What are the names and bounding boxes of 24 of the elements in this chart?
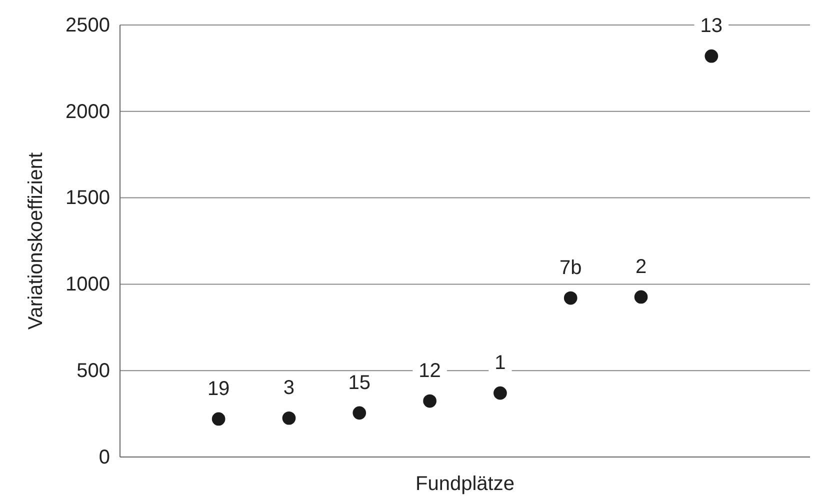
y-tick-label: 1000 [66, 274, 110, 296]
y-tick-label: 2000 [66, 100, 110, 123]
point [212, 412, 226, 426]
x-axis-title: Fundplätze [416, 473, 514, 495]
y-axis-title: Variationskoeffizient [25, 152, 47, 330]
y-tick-label: 1500 [66, 187, 110, 210]
point [282, 411, 296, 425]
x-tick-label: 15 [348, 372, 371, 394]
x-tick-label: 1 [494, 352, 506, 374]
y-tick-label: 500 [76, 360, 110, 382]
point [704, 49, 718, 63]
x-tick-label: 7b [559, 257, 582, 280]
point [494, 386, 507, 400]
x-tick-label: 12 [418, 360, 441, 382]
x-tick-label: 2 [635, 256, 647, 278]
point [352, 406, 366, 420]
x-tick-label: 19 [207, 378, 230, 400]
point [423, 394, 436, 408]
y-tick-label: 0 [98, 446, 110, 468]
point [564, 291, 578, 305]
point [634, 290, 648, 304]
x-tick-label: 13 [700, 15, 723, 38]
y-tick-label: 2500 [66, 14, 110, 36]
x-tick-label: 3 [283, 377, 295, 400]
